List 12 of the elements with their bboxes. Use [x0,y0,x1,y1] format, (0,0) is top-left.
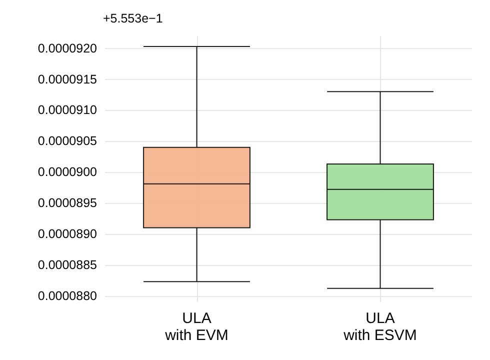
y-tick-label: 0.0000890 [38,226,98,241]
y-tick-label: 0.0000905 [38,134,98,148]
y-tick-label: 0.0000910 [38,103,98,118]
y-tick-label: 0.0000895 [38,196,98,210]
y-tick-label: 0.0000880 [38,288,98,303]
x-tick-label: ULA with ESVM [342,310,417,344]
text: +5.553e−1 [103,12,163,26]
y-tick-label: 0.0000920 [38,41,98,56]
y-tick-label: 0.0000885 [38,258,98,272]
x-tick-label: ULA with EVM [164,310,228,344]
y-tick-label: 0.0000900 [38,165,98,180]
y-tick-label: 0.0000915 [38,72,98,86]
